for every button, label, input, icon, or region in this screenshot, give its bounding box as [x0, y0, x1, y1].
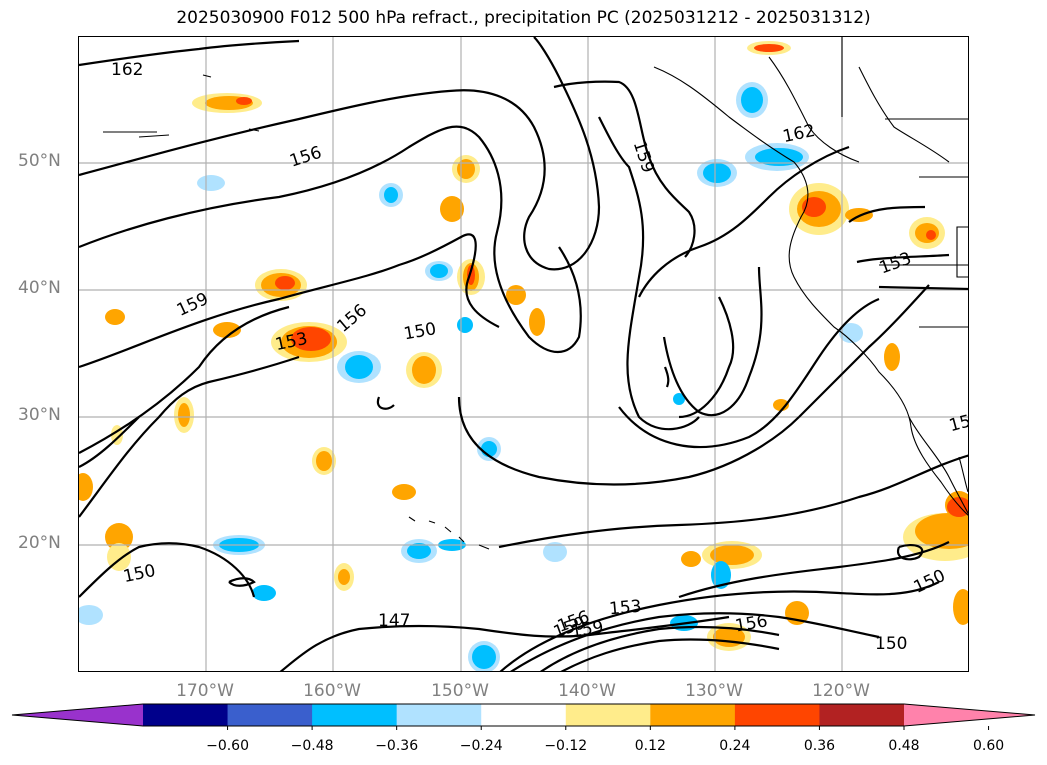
colorbar-outline [11, 703, 1036, 727]
precip-colorbar [11, 703, 1036, 730]
colorbar-tick-label: −0.36 [375, 738, 419, 754]
colorbar-tick-label: 0.36 [803, 738, 836, 754]
precip-blob [529, 308, 545, 336]
precip-blob [926, 230, 936, 240]
precip-blob [407, 543, 431, 559]
contour-label: 150 [911, 566, 949, 598]
lon-tick-label: 160°W [303, 681, 361, 701]
precip-blob [236, 97, 252, 105]
precip-blob [440, 196, 464, 222]
precip-blob [741, 87, 763, 113]
precip-blob [472, 645, 496, 669]
precip-blob [710, 545, 754, 565]
precip-blob [506, 285, 526, 305]
chart-title: 2025030900 F012 500 hPa refract., precip… [176, 8, 871, 28]
precip-blob [543, 542, 567, 562]
colorbar-cell [396, 704, 482, 726]
lon-tick-label: 120°W [812, 681, 870, 701]
lon-tick-label: 150°W [431, 681, 489, 701]
contour-label: 162 [781, 121, 817, 147]
precip-blob [392, 484, 416, 500]
contour-label: 150 [402, 319, 437, 344]
colorbar-cells [11, 703, 1036, 730]
map-plot-area: 162 156 159 162 153 159 156 153 150 150 … [78, 36, 969, 672]
contour-label: 156 [287, 143, 324, 172]
precip-blob [703, 163, 731, 183]
lat-tick-label: 20°N [18, 533, 61, 553]
precip-blob [754, 44, 784, 52]
precip-blob [457, 317, 473, 333]
lon-tick-label: 170°W [176, 681, 234, 701]
precip-blob [316, 451, 332, 471]
precip-blob [802, 197, 826, 217]
contour-label: 159 [629, 138, 658, 175]
lon-tick-label: 140°W [558, 681, 616, 701]
precip-blob [105, 309, 125, 325]
precip-blob [384, 187, 398, 203]
colorbar-extend-min [12, 704, 143, 726]
colorbar-cell [650, 704, 736, 726]
precip-blob [345, 355, 373, 379]
precip-blob [105, 523, 133, 551]
precip-blob [178, 403, 190, 427]
precip-blob [430, 264, 448, 278]
contour-label: 150 [875, 634, 907, 654]
precip-blob [773, 399, 789, 411]
contour-label: 153 [877, 249, 914, 279]
colorbar-tick-label: 0.48 [888, 738, 920, 754]
precip-blob [915, 513, 968, 549]
colorbar-cell [819, 704, 905, 726]
colorbar-extend-max [904, 704, 1035, 726]
precip-blob [711, 561, 731, 589]
precip-blob [291, 327, 331, 351]
colorbar-cell [565, 704, 651, 726]
precip-blob [275, 276, 295, 290]
refractivity-contours [79, 37, 968, 671]
lat-tick-label: 40°N [18, 278, 61, 298]
colorbar-tick-label: 0.60 [972, 738, 1005, 754]
colorbar-tick-label: −0.60 [206, 738, 249, 754]
precip-blob [673, 393, 685, 405]
precip-blob [79, 473, 93, 501]
precip-blob [755, 148, 803, 166]
lat-tick-label: 30°N [18, 405, 61, 425]
colorbar-tick-label: −0.24 [459, 738, 503, 754]
lon-tick-label: 130°W [685, 681, 743, 701]
contour-label: 153 [608, 597, 642, 620]
precip-blob [953, 589, 968, 625]
colorbar-cell [481, 704, 567, 726]
colorbar-tick-label: −0.12 [544, 738, 588, 754]
precipitation-layer [79, 41, 968, 671]
colorbar-cell [312, 704, 398, 726]
colorbar-cell [734, 704, 820, 726]
precip-blob [457, 159, 475, 179]
contour-label: 15 [947, 411, 969, 436]
precip-blob [213, 322, 241, 338]
coastlines [103, 37, 968, 550]
precip-blob [197, 175, 225, 191]
precip-blob [412, 356, 436, 384]
precip-blob [252, 585, 276, 601]
contour-label: 159 [570, 617, 605, 641]
precip-blob [884, 343, 900, 371]
colorbar-tick-label: −0.48 [290, 738, 334, 754]
graticule [79, 37, 968, 671]
precip-blob [839, 323, 863, 343]
precip-blob [681, 551, 701, 567]
contour-label: 162 [111, 60, 143, 80]
contour-label: 147 [378, 611, 410, 631]
colorbar-tick-label: 0.12 [634, 738, 666, 754]
colorbar-cell [143, 704, 229, 726]
map-svg: 162 156 159 162 153 159 156 153 150 150 … [79, 37, 969, 671]
lat-tick-label: 50°N [18, 151, 61, 171]
precip-blob [79, 605, 103, 625]
precip-blob [947, 497, 968, 517]
precip-blob [338, 569, 350, 585]
colorbar-cell [227, 704, 313, 726]
colorbar-tick-label: 0.24 [719, 738, 751, 754]
